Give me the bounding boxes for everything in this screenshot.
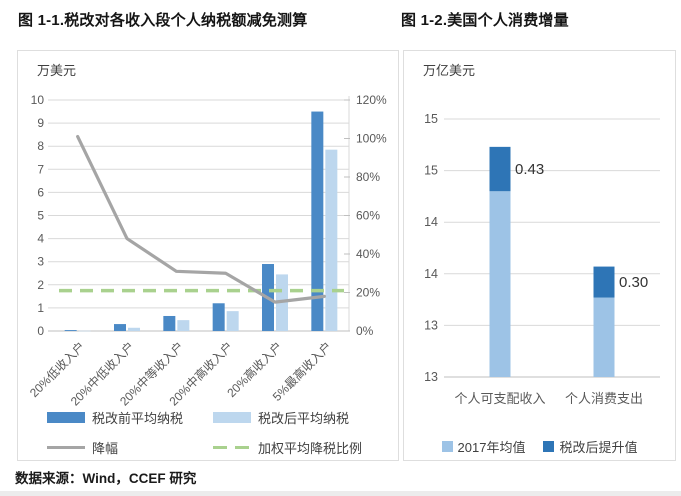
left-axis-tick-label: 9 <box>37 116 44 130</box>
legend-label: 2017年均值 <box>457 440 526 455</box>
bar <box>177 320 190 331</box>
left-axis-tick-label: 3 <box>37 255 44 269</box>
right-axis-tick-label: 0% <box>356 324 374 338</box>
trend-line <box>76 134 326 304</box>
left-axis-tick-label: 7 <box>37 162 44 176</box>
bar <box>114 324 126 331</box>
bar <box>163 315 176 331</box>
bar <box>311 111 324 331</box>
data-source-note: 数据来源：Wind，CCEF 研究 <box>15 471 197 486</box>
figure-2-legend: 2017年均值 税改后提升值 <box>404 437 675 456</box>
legend-swatch-post-reform-lift <box>543 441 555 452</box>
bar <box>325 149 338 331</box>
legend-swatch-pre-reform-bar <box>47 412 85 423</box>
legend-item-post-reform-tax: 税改后平均纳税 <box>213 408 362 427</box>
left-axis-tick-label: 1 <box>37 301 44 315</box>
bar-lift-segment <box>489 146 511 192</box>
y-axis-tick-label: 13 <box>424 318 438 332</box>
legend-label: 税改前平均纳税 <box>92 411 184 426</box>
legend-label: 税改后平均纳税 <box>258 411 350 426</box>
legend-item-post-reform-lift: 税改后提升值 <box>543 437 637 456</box>
bar <box>212 303 225 331</box>
bar-lift-segment <box>593 266 615 298</box>
left-axis-tick-label: 10 <box>31 93 45 107</box>
figure-2-panel: 万亿美元 13 13 14 14 15 15 0.43 个人可支配收入 0.30 个人消费支出 2… <box>403 50 676 461</box>
figure-1-unit-label: 万美元 <box>37 63 77 78</box>
legend-swatch-2017-average <box>441 441 453 452</box>
y-axis-tick-label: 13 <box>424 370 438 384</box>
legend-item-decline-rate: 降幅 <box>47 438 213 457</box>
category-label: 个人消费支出 <box>565 391 643 406</box>
right-axis-tick-label: 60% <box>356 209 380 223</box>
data-label: 0.30 <box>619 274 648 291</box>
right-axis-tick-label: 120% <box>356 93 387 107</box>
legend-item-pre-reform-tax: 税改前平均纳税 <box>47 408 213 427</box>
left-axis-tick-label: 5 <box>37 209 44 223</box>
bar-series-1 <box>78 149 338 332</box>
legend-label: 税改后提升值 <box>559 440 638 455</box>
right-axis-tick-label: 100% <box>356 132 387 146</box>
figure-1-legend: 税改前平均纳税 税改后平均纳税 降幅 加权平均降税比例 <box>47 408 362 457</box>
y-axis-tick-label: 14 <box>424 215 438 229</box>
figure-1-chart: 0123456789100%20%40%60%80%100%120%20%低收入… <box>26 93 387 409</box>
figure-1-title: 图 1-1.税改对各收入段个人纳税额减免测算 <box>18 12 308 29</box>
legend-swatch-weighted-average-dash <box>213 446 251 449</box>
bar-base-segment <box>593 297 615 377</box>
y-axis-tick-label: 15 <box>424 112 438 126</box>
legend-label: 降幅 <box>92 441 119 456</box>
left-axis-tick-label: 6 <box>37 185 44 199</box>
figure-2-title: 图 1-2.美国个人消费增量 <box>401 12 569 29</box>
right-axis-tick-label: 40% <box>356 247 380 261</box>
left-axis-tick-label: 2 <box>37 278 44 292</box>
data-label: 0.43 <box>515 161 544 178</box>
left-axis-tick-label: 0 <box>37 324 44 338</box>
figure-2-unit-label: 万亿美元 <box>423 63 476 78</box>
bar <box>78 330 91 332</box>
right-axis-tick-label: 20% <box>356 286 380 300</box>
right-axis-tick-label: 80% <box>356 170 380 184</box>
bottom-divider <box>0 491 681 496</box>
legend-item-weighted-average: 加权平均降税比例 <box>213 438 362 457</box>
y-axis-tick-label: 14 <box>424 267 438 281</box>
legend-label: 加权平均降税比例 <box>258 441 363 456</box>
category-label: 个人可支配收入 <box>454 391 545 406</box>
y-axis-tick-label: 15 <box>424 164 438 178</box>
bar <box>128 327 140 331</box>
bar <box>226 311 239 331</box>
bar-base-segment <box>489 191 511 377</box>
left-axis-tick-label: 8 <box>37 139 44 153</box>
legend-item-2017-average: 2017年均值 <box>441 437 526 456</box>
figure-1-panel: 万美元 0 1 2 3 4 5 6 7 8 9 10 0% 20% 40% 60% 80% 100% 120% 20… <box>17 50 399 461</box>
left-axis-tick-label: 4 <box>37 232 44 246</box>
bar <box>64 330 77 331</box>
figure-2-chart: 13 13 14 14 15 15 0.43 个人可支配收入 0.30 个人消费支出 <box>424 112 660 406</box>
legend-swatch-post-reform-bar <box>213 412 251 423</box>
legend-swatch-decline-line <box>47 446 85 449</box>
